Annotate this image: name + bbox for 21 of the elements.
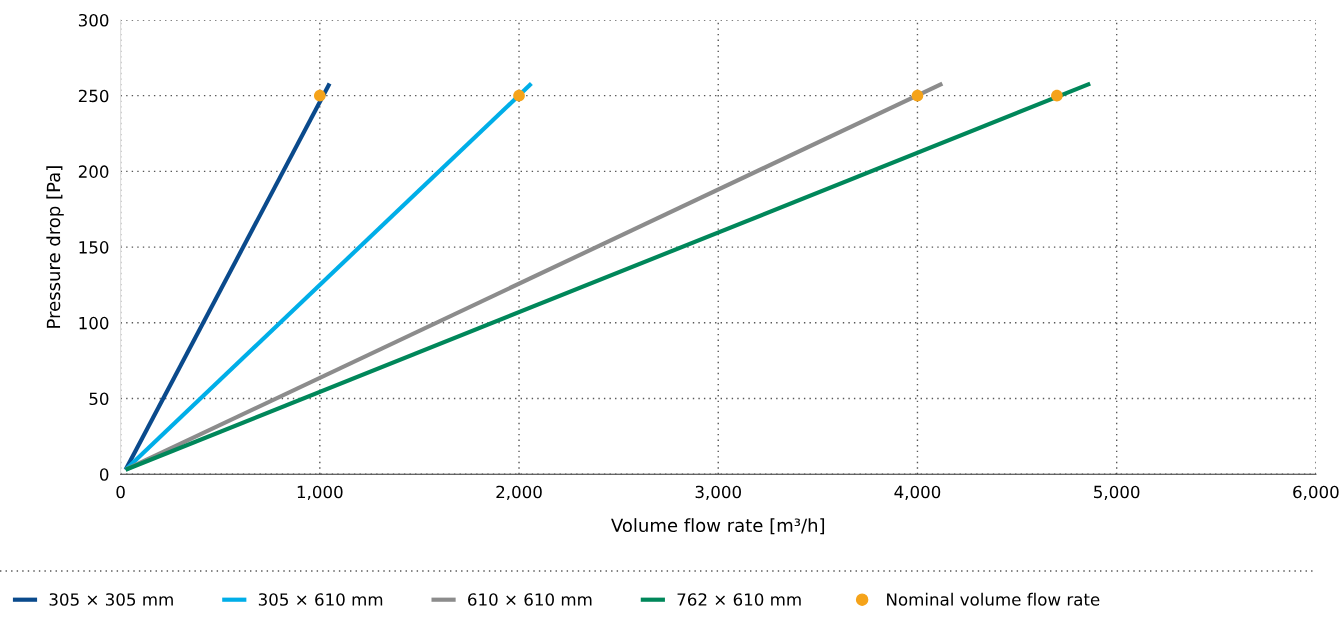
- legend-label: 762 × 610 mm: [677, 593, 801, 606]
- y-tick-label: 200: [78, 165, 109, 178]
- y-tick-label: 0: [99, 468, 109, 481]
- y-tick-label: 100: [79, 316, 109, 330]
- x-tick-label: 1,000: [297, 485, 343, 500]
- y-tick-label: 50: [89, 392, 109, 406]
- legend-label: 610 × 610 mm: [468, 593, 592, 606]
- x-tick-label: 3,000: [695, 485, 741, 500]
- y-tick-label: 300: [78, 13, 109, 27]
- legend-label: Nominal volume flow rate: [887, 592, 1100, 606]
- x-tick-label: 0: [116, 485, 125, 499]
- y-tick-label: 250: [78, 89, 109, 103]
- x-tick-label: 2,000: [496, 485, 542, 500]
- x-tick-label: 4,000: [894, 485, 941, 500]
- x-axis-title: Volume flow rate [m³/h]: [611, 518, 825, 535]
- y-tick-label: 150: [79, 241, 109, 254]
- y-axis-title: Pressure drop [Pa]: [46, 166, 64, 328]
- legend-label: 305 × 305 mm: [49, 593, 173, 606]
- legend-label: 305 × 610 mm: [258, 593, 383, 606]
- x-tick-label: 5,000: [1094, 485, 1140, 500]
- x-tick-label: 6,000: [1293, 485, 1339, 500]
